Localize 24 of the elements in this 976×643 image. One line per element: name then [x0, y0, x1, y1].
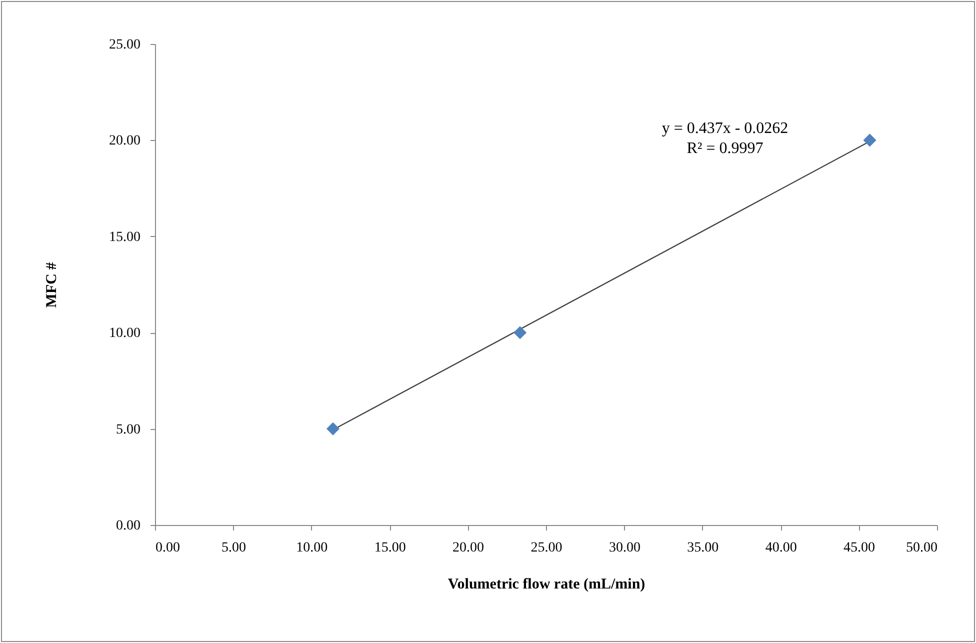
x-tick-label: 50.00 [906, 540, 938, 556]
y-tick-label: 5.00 [116, 422, 140, 438]
y-tick-label: 20.00 [109, 134, 140, 149]
x-tick-label: 40.00 [765, 540, 797, 556]
x-tick-label: 45.00 [844, 540, 876, 556]
x-tick-label: 20.00 [452, 540, 484, 556]
x-tick-label: 0.00 [156, 540, 180, 556]
x-tick-label: 5.00 [221, 540, 246, 556]
annotation: R² = 0.9997 [686, 140, 764, 157]
point [863, 134, 876, 147]
x-tick-label: 35.00 [687, 540, 719, 556]
y-tick-label: 10.00 [109, 326, 140, 342]
x-tick-label: 10.00 [296, 540, 328, 556]
x-tick-label: 30.00 [608, 540, 640, 556]
y-axis-title: MFC # [44, 262, 60, 308]
y-tick-label: 0.00 [116, 518, 140, 534]
point [514, 326, 527, 340]
y-tick-label: 25.00 [109, 38, 140, 52]
x-axis-title: Volumetric flow rate (mL/min) [448, 576, 646, 592]
y-tick-label: 15.00 [109, 230, 140, 245]
x-tick-label: 15.00 [374, 540, 406, 556]
point [326, 422, 340, 436]
annotation: y = 0.437x - 0.0262 [662, 120, 788, 137]
x-tick-label: 25.00 [530, 540, 562, 556]
